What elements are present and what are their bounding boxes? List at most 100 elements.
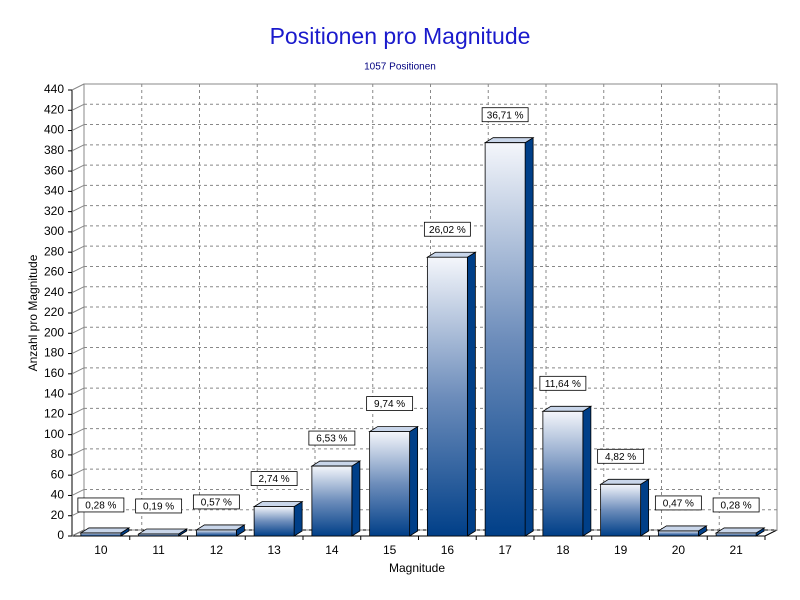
- grid-line: [71, 103, 85, 111]
- value-label: 0,57 %: [201, 498, 232, 509]
- bar: [310, 460, 362, 537]
- value-label-box: [192, 494, 240, 510]
- bar-front: [195, 529, 237, 537]
- value-label-box: [135, 498, 183, 514]
- bar-side: [466, 251, 476, 537]
- grid-line: [71, 326, 85, 334]
- y-tick-label: 20: [51, 508, 65, 522]
- bar-side: [524, 136, 534, 537]
- value-label-box: [597, 448, 645, 464]
- value-label: 0,19 %: [143, 502, 174, 513]
- y-tick-label: 80: [51, 447, 65, 461]
- chart-subtitle: 1057 Positionen: [364, 62, 436, 73]
- grid-line: [71, 245, 85, 253]
- grid-line: [71, 306, 85, 314]
- x-tick-label: 20: [672, 543, 686, 557]
- chart-title: Positionen pro Magnitude: [270, 23, 531, 49]
- value-label-box: [539, 375, 587, 391]
- bar-top: [310, 460, 362, 467]
- bar-front: [80, 532, 122, 537]
- x-tick-label: 19: [614, 543, 628, 557]
- bar-top: [252, 501, 304, 508]
- bar-front: [542, 410, 584, 537]
- value-label: 11,64 %: [545, 379, 581, 390]
- value-label-box: [77, 497, 125, 513]
- y-tick-label: 440: [44, 82, 64, 96]
- grid-line: [71, 387, 85, 395]
- y-tick-label: 240: [44, 285, 64, 299]
- grid-line: [71, 468, 85, 476]
- y-tick-label: 420: [44, 102, 64, 116]
- grid-line: [71, 184, 85, 192]
- value-label-box: [654, 495, 702, 511]
- grid-line: [71, 266, 85, 273]
- bar-side: [351, 460, 361, 537]
- grid-line: [71, 347, 85, 354]
- y-tick-label: 260: [44, 265, 64, 279]
- y-tick-label: 380: [44, 143, 64, 157]
- value-label: 0,28 %: [85, 501, 116, 512]
- bar-top: [137, 528, 189, 535]
- grid-line: [71, 286, 85, 294]
- y-tick-label: 360: [44, 163, 64, 177]
- bar-front: [426, 256, 468, 537]
- bar: [194, 524, 246, 537]
- grid-line: [71, 489, 85, 496]
- y-tick-label: 200: [44, 325, 64, 339]
- bar-front: [253, 506, 295, 537]
- value-label: 2,74 %: [259, 474, 290, 485]
- value-label: 9,74 %: [374, 399, 405, 410]
- bar-side: [582, 405, 592, 537]
- x-tick-label: 16: [441, 543, 455, 557]
- value-label: 0,47 %: [663, 499, 694, 510]
- y-tick-label: 280: [44, 244, 64, 258]
- value-label: 26,02 %: [429, 225, 466, 236]
- bar: [425, 251, 477, 537]
- y-tick-label: 0: [57, 528, 64, 542]
- bar: [137, 528, 189, 537]
- value-label: 4,82 %: [605, 452, 636, 463]
- value-label-box: [712, 497, 760, 513]
- grid-line: [71, 407, 85, 415]
- bar-side: [293, 500, 303, 537]
- value-label-box: [250, 471, 298, 487]
- bar-front: [715, 532, 757, 537]
- bar-top: [368, 426, 420, 432]
- grid-line: [71, 124, 85, 131]
- bar: [714, 527, 766, 537]
- grid-line: [71, 83, 85, 91]
- bar-front: [657, 530, 699, 537]
- x-tick-label: 10: [94, 543, 108, 557]
- y-tick-label: 160: [44, 366, 64, 380]
- x-tick-label: 17: [498, 543, 512, 557]
- y-tick-label: 40: [51, 488, 65, 502]
- bar-top: [483, 137, 535, 144]
- bar-front: [600, 483, 642, 537]
- grid-line: [71, 529, 85, 537]
- grid-line: [71, 205, 85, 213]
- y-tick-label: 400: [44, 123, 64, 137]
- bar-side: [640, 478, 650, 537]
- bar: [368, 425, 420, 537]
- y-tick-label: 300: [44, 224, 64, 238]
- bar-front: [369, 431, 411, 537]
- bar: [656, 525, 708, 537]
- grid-line: [71, 448, 85, 456]
- y-tick-label: 320: [44, 204, 64, 218]
- grid-line: [71, 367, 85, 375]
- x-tick-label: 11: [152, 543, 165, 557]
- y-tick-label: 140: [44, 386, 64, 400]
- value-label-box: [481, 107, 529, 123]
- y-tick-label: 340: [44, 184, 64, 198]
- bar-top: [599, 478, 651, 485]
- bar: [541, 405, 593, 537]
- bar-top: [656, 525, 708, 532]
- y-tick-label: 100: [44, 427, 64, 441]
- y-tick-label: 120: [44, 407, 64, 421]
- bar-front: [138, 533, 180, 537]
- bar: [483, 136, 535, 537]
- bar-top: [541, 405, 593, 412]
- bar-front: [311, 465, 353, 537]
- bar-top: [425, 251, 477, 258]
